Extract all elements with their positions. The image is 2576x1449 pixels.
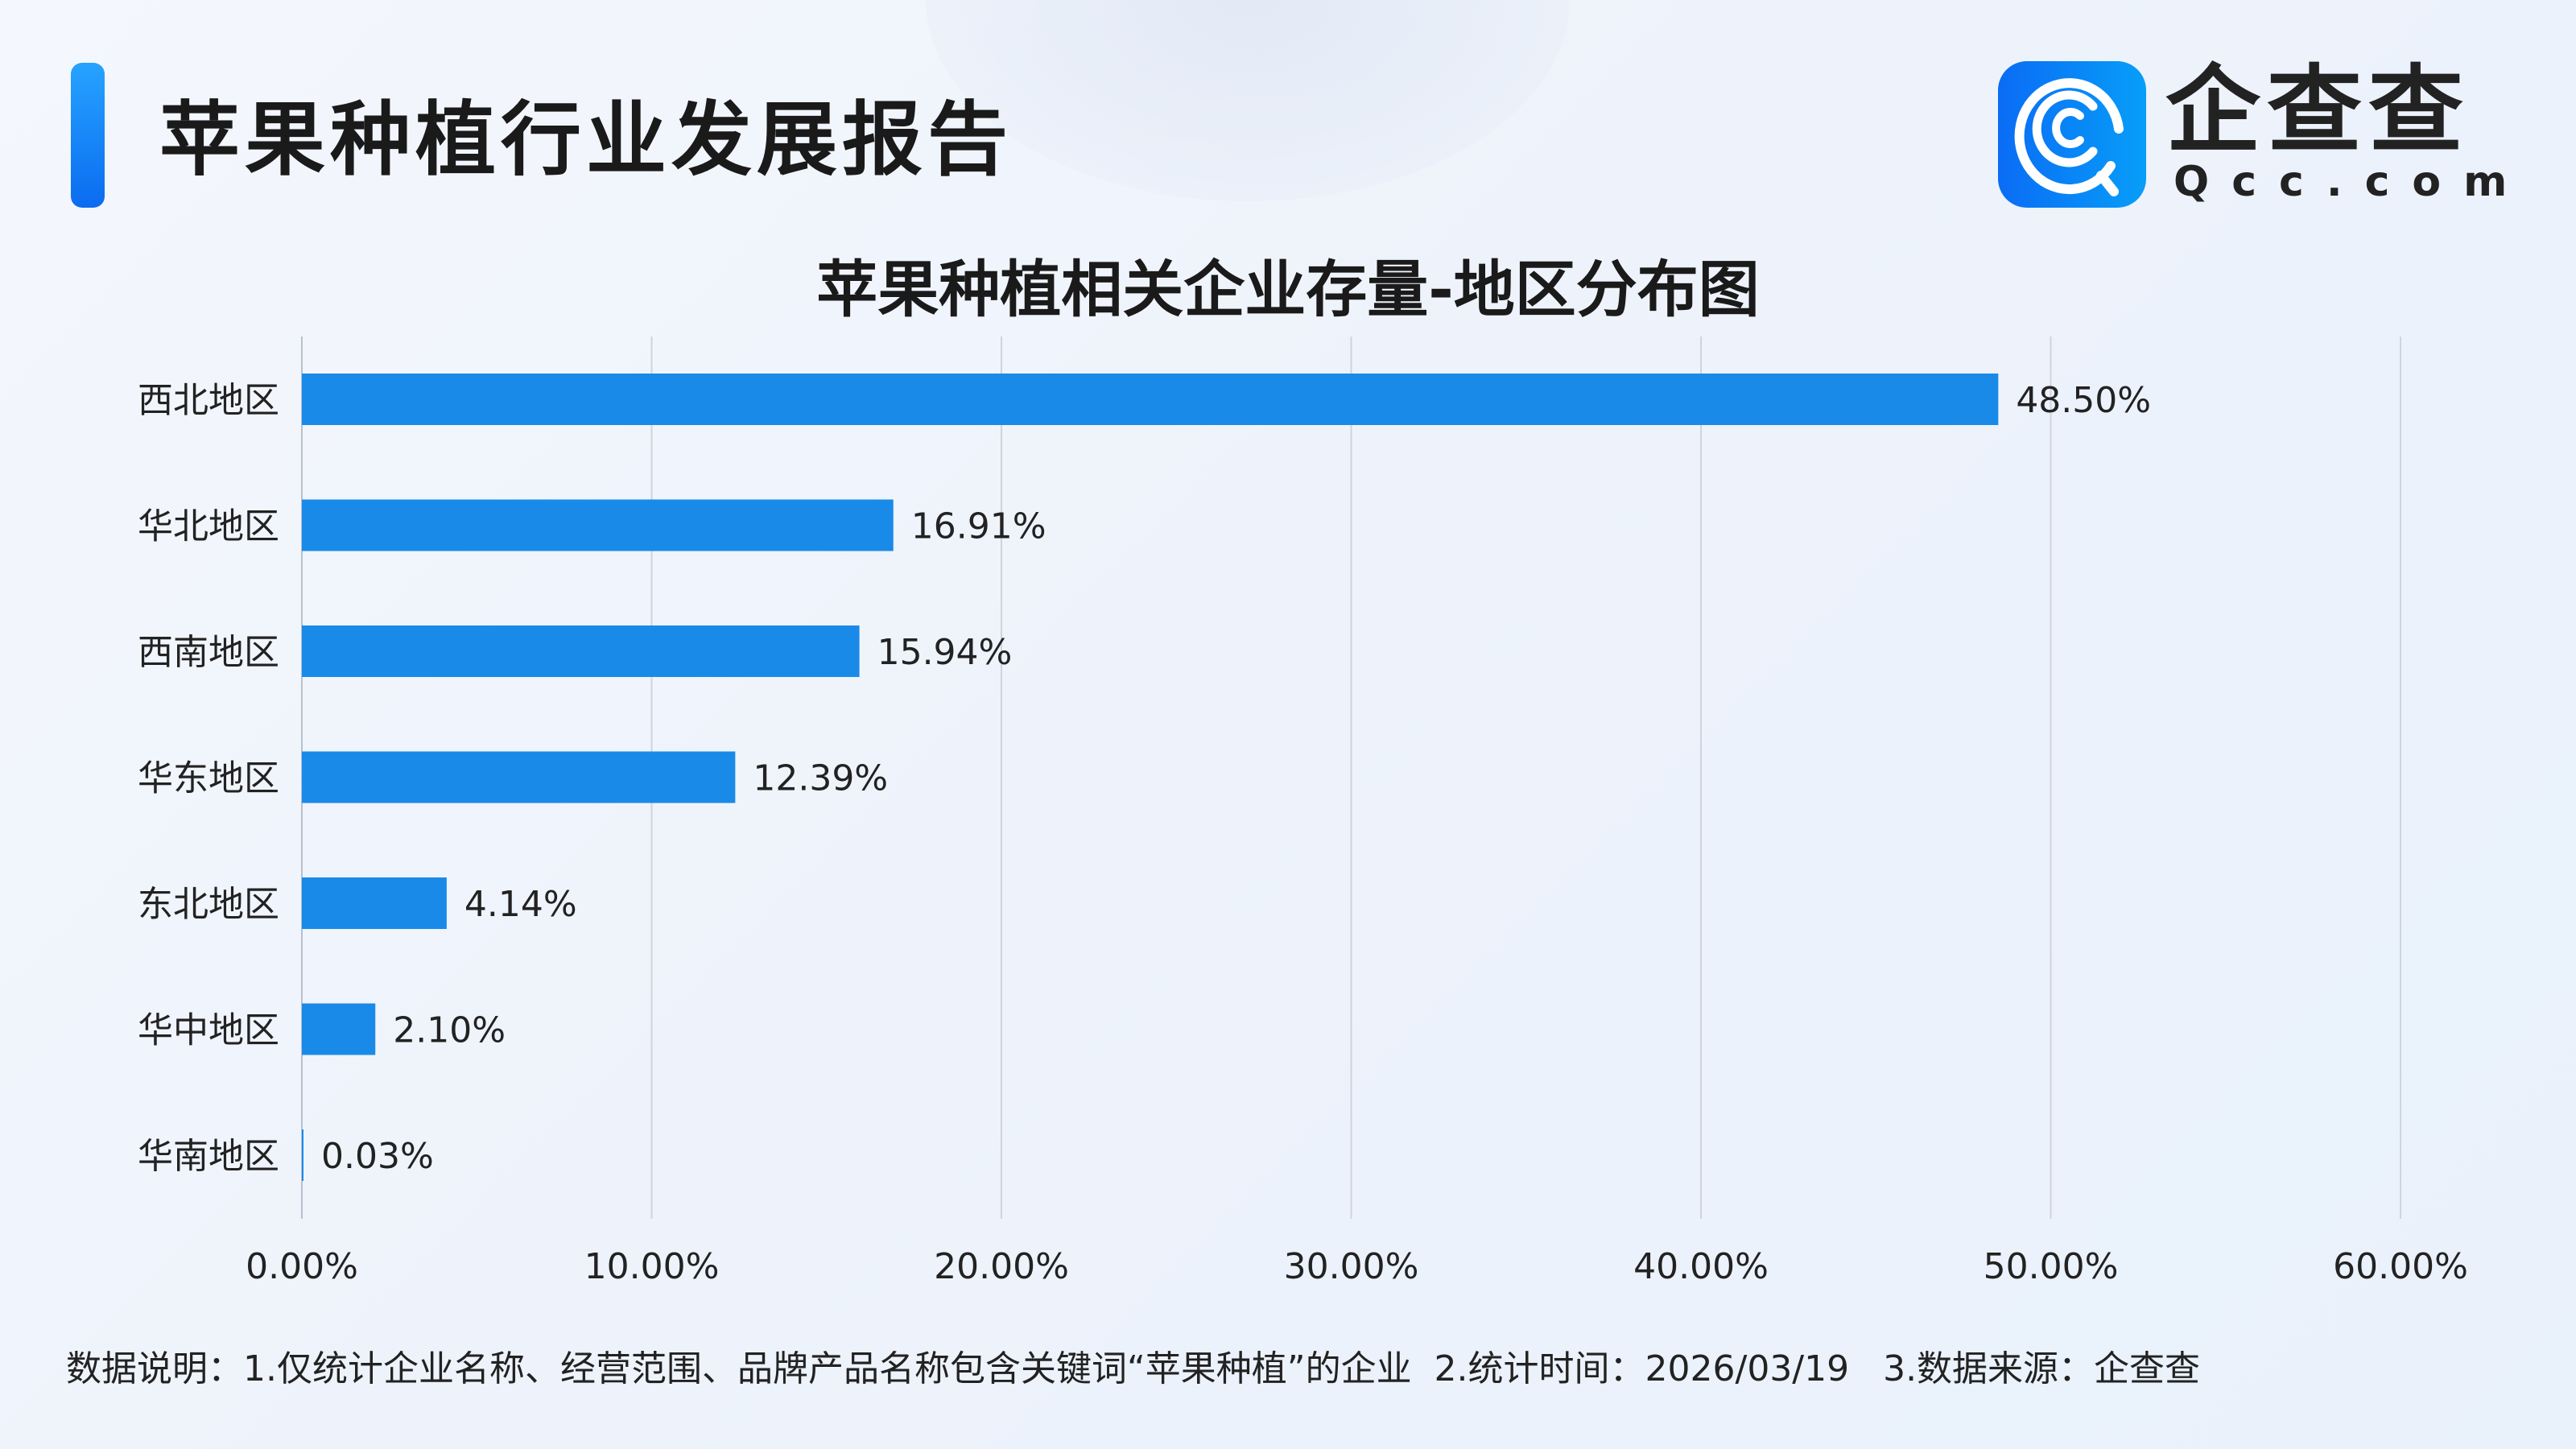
bar-2	[302, 625, 860, 677]
category-label: 西北地区	[138, 380, 279, 421]
x-tick-label: 60.00%	[2333, 1246, 2468, 1287]
category-label: 华北地区	[138, 506, 279, 547]
title-accent-bar	[71, 63, 105, 208]
x-tick-label: 0.00%	[246, 1246, 358, 1287]
x-tick-label: 40.00%	[1633, 1246, 1769, 1287]
chart-title: 苹果种植相关企业存量-地区分布图	[816, 254, 1760, 325]
data-label: 2.10%	[393, 1010, 506, 1051]
data-label: 4.14%	[464, 884, 577, 925]
bar-0	[302, 374, 1999, 425]
category-label: 华中地区	[138, 1010, 279, 1051]
category-label: 东北地区	[138, 884, 279, 925]
qcc-logo-icon	[1998, 61, 2146, 208]
x-tick-label: 30.00%	[1284, 1246, 1419, 1287]
page-title: 苹果种植行业发展报告	[159, 93, 1013, 187]
data-label: 15.94%	[877, 632, 1013, 673]
bar-3	[302, 751, 736, 803]
data-label: 16.91%	[911, 506, 1046, 547]
data-label: 48.50%	[2016, 380, 2151, 421]
data-label: 12.39%	[753, 758, 888, 799]
x-tick-label: 10.00%	[584, 1246, 720, 1287]
footer-note: 数据说明：1.仅统计企业名称、经营范围、品牌产品名称包含关键词“苹果种植”的企业…	[66, 1348, 2201, 1389]
bar-1	[302, 499, 894, 551]
logo-wordmark: 企查查	[2165, 55, 2471, 166]
x-tick-label: 50.00%	[1984, 1246, 2119, 1287]
category-label: 西南地区	[138, 632, 279, 673]
bar-5	[302, 1003, 376, 1055]
bar-4	[302, 877, 447, 929]
logo-domain: Qcc.com	[2174, 158, 2530, 206]
category-label: 华南地区	[138, 1136, 279, 1177]
data-label: 0.03%	[321, 1136, 434, 1177]
x-tick-label: 20.00%	[934, 1246, 1069, 1287]
category-label: 华东地区	[138, 758, 279, 799]
bar-6	[302, 1129, 303, 1181]
